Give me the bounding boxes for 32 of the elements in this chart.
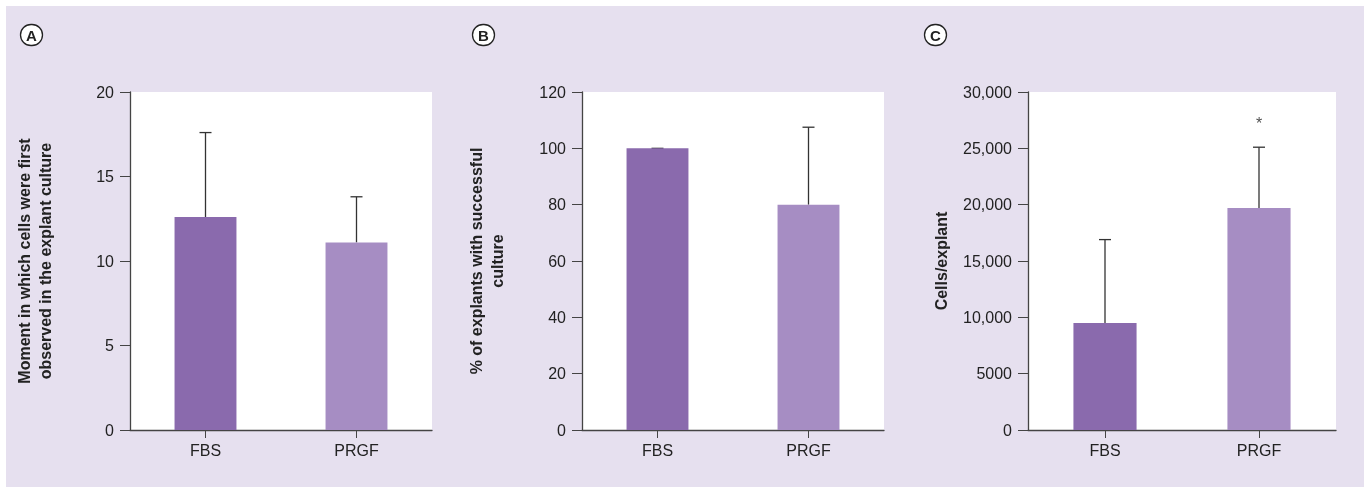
annotation: * [1255, 114, 1263, 132]
x-tick-label: PRGF [334, 441, 379, 459]
y-tick-label: 60 [548, 252, 567, 270]
y-tick-label: 15 [96, 168, 115, 185]
y-tick-label: 40 [548, 308, 567, 326]
y-tick-label: 100 [539, 139, 567, 157]
y-tick-label: 80 [548, 196, 567, 214]
y-axis-title: % of explants with successful culture [468, 147, 506, 375]
y-tick-label: 5 [105, 337, 115, 354]
y-axis-title: Cells/explant [933, 210, 951, 311]
x-tick-label: PRGF [786, 441, 831, 459]
chart-title: A [26, 27, 37, 44]
y-tick-label: 0 [1003, 421, 1013, 439]
y-axis-title: Moment in which cells were first observed in the explant culture [16, 137, 54, 384]
chart-title: B [478, 27, 489, 44]
y-tick-label: 10,000 [963, 308, 1013, 326]
y-tick-label: 20 [548, 365, 567, 383]
y-tick-label: 25,000 [963, 139, 1013, 157]
y-tick-label: 20 [96, 83, 115, 101]
x-tick-label: PRGF [1236, 441, 1282, 459]
chart-title: C [930, 27, 941, 44]
y-tick-label: 20,000 [963, 196, 1013, 214]
x-tick-label: FBS [1089, 441, 1121, 459]
y-tick-label: 0 [557, 421, 567, 439]
y-tick-label: 15,000 [963, 252, 1013, 270]
x-tick-label: FBS [189, 441, 222, 459]
y-tick-label: 120 [539, 83, 567, 101]
y-tick-label: 0 [105, 421, 115, 439]
y-tick-label: 5000 [976, 365, 1013, 383]
y-tick-label: 10 [96, 252, 115, 270]
y-tick-label: 30,000 [963, 83, 1013, 101]
x-tick-label: FBS [641, 441, 674, 459]
